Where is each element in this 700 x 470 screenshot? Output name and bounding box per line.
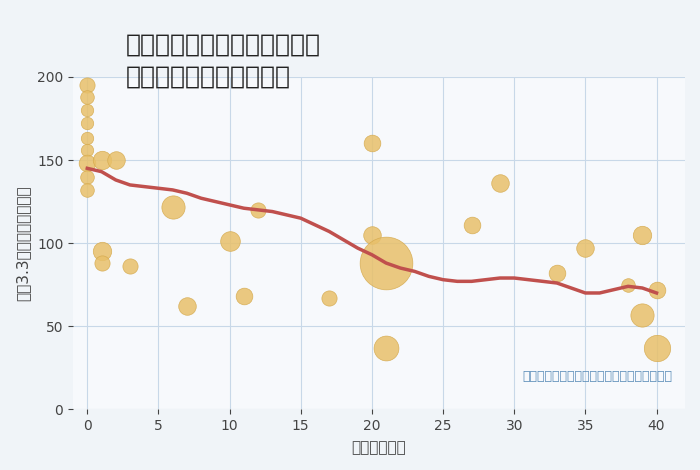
Point [96, 156, 107, 164]
Point [637, 231, 648, 239]
Point [96, 259, 107, 267]
Point [381, 259, 392, 267]
Point [82, 186, 93, 194]
Point [110, 156, 121, 164]
Point [224, 238, 235, 245]
Point [96, 248, 107, 255]
Point [494, 180, 505, 187]
Point [82, 160, 93, 167]
Point [82, 146, 93, 154]
Point [82, 120, 93, 127]
Point [651, 344, 662, 352]
Point [253, 206, 264, 214]
Point [381, 344, 392, 352]
Y-axis label: 坪（3.3㎡）単価（万円）: 坪（3.3㎡）単価（万円） [15, 185, 30, 301]
Point [82, 173, 93, 180]
Point [82, 93, 93, 101]
Point [366, 231, 377, 239]
Text: 兵庫県西宮市仁川五ヶ山町の
築年数別中古戸建て価格: 兵庫県西宮市仁川五ヶ山町の 築年数別中古戸建て価格 [126, 33, 321, 88]
X-axis label: 築年数（年）: 築年数（年） [351, 440, 407, 455]
Point [622, 281, 634, 289]
Point [651, 286, 662, 293]
Point [167, 203, 178, 210]
Point [82, 106, 93, 114]
Point [580, 244, 591, 252]
Point [238, 292, 249, 300]
Text: 円の大きさは、取引のあった物件面積を示す: 円の大きさは、取引のあった物件面積を示す [523, 370, 673, 383]
Point [125, 263, 136, 270]
Point [366, 140, 377, 147]
Point [82, 134, 93, 142]
Point [181, 303, 193, 310]
Point [466, 221, 477, 228]
Point [552, 269, 563, 277]
Point [82, 81, 93, 89]
Point [323, 294, 335, 302]
Point [637, 311, 648, 318]
